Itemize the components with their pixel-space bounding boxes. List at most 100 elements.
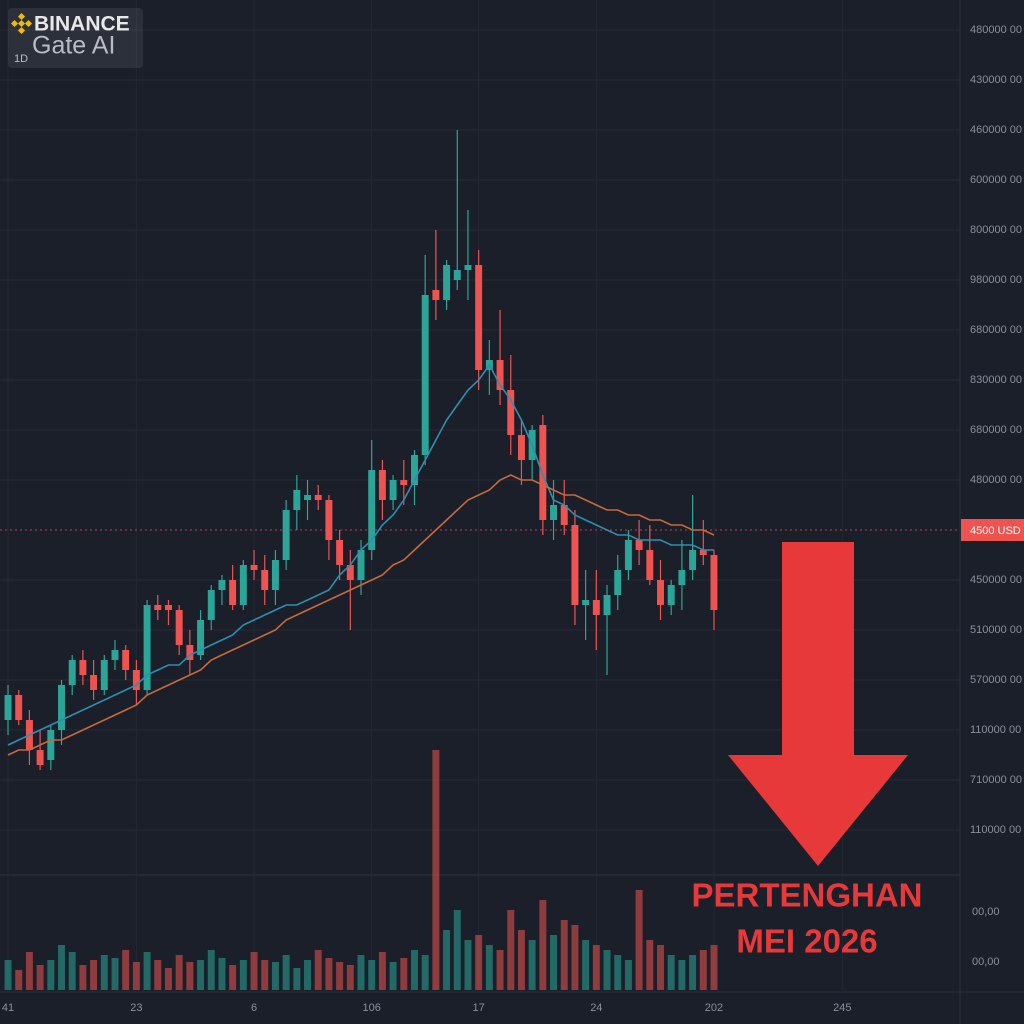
candle-body	[143, 605, 151, 690]
volume-bar	[186, 962, 194, 990]
volume-bar	[560, 920, 568, 990]
candle-body	[539, 425, 547, 520]
candle-body	[603, 595, 611, 615]
volume-bar	[667, 955, 675, 990]
volume-bar	[592, 945, 600, 990]
candle-body	[186, 645, 194, 660]
candle-body	[293, 490, 301, 510]
volume-bar	[624, 960, 632, 990]
volume-bar	[271, 962, 279, 990]
y-tick-label: 110000 00	[970, 724, 1021, 736]
annotation-text: MEI 2026	[736, 923, 877, 960]
candle-body	[453, 270, 461, 280]
candle-body	[657, 580, 664, 605]
x-tick-label: 24	[590, 1002, 602, 1014]
volume-bar	[443, 930, 451, 990]
logo: BINANCE Gate AI 1D	[8, 8, 143, 68]
volume-bar	[218, 958, 226, 990]
candle-body	[239, 565, 247, 605]
candle-body	[154, 605, 162, 610]
candle-body	[667, 585, 675, 605]
volume-bar	[378, 952, 386, 990]
volume-bar	[282, 955, 290, 990]
volume-bar	[90, 960, 98, 990]
volume-bar	[346, 965, 354, 990]
candle-body	[336, 540, 344, 565]
candle-body	[378, 470, 386, 500]
volume-bar	[496, 950, 504, 990]
y-tick-label: 600000 00	[970, 174, 1022, 186]
volume-bar	[657, 945, 664, 990]
volume-bar	[699, 950, 707, 990]
candle-body	[229, 580, 237, 605]
candle-body	[517, 435, 525, 460]
candle-body	[592, 600, 600, 615]
volume-bar	[132, 962, 140, 990]
candle-body	[271, 560, 279, 590]
interval: 1D	[14, 53, 28, 65]
volume-bar	[314, 950, 322, 990]
candle-body	[132, 670, 140, 690]
x-tick-label: 202	[705, 1002, 723, 1014]
volume-bar	[293, 968, 301, 990]
volume-bar	[603, 950, 611, 990]
price-marker-box	[961, 519, 1024, 541]
y-tick-label: 460000 00	[970, 124, 1022, 136]
candle-body	[250, 565, 258, 570]
x-tick-label: 41	[2, 1002, 14, 1014]
candle-body	[699, 550, 707, 555]
axes: 480000 00 430000 00 460000 00 600000 00 8000…	[0, 24, 1024, 1014]
volume-bar	[357, 955, 365, 990]
volume-bar	[400, 958, 408, 990]
volume-bar	[250, 952, 258, 990]
candle-body	[421, 295, 429, 455]
y-tick-label: 480000 00	[970, 24, 1022, 36]
volume-bar	[646, 940, 654, 990]
y2-tick-label: 00,00	[972, 906, 1000, 918]
candle-body	[432, 290, 440, 300]
candle-body	[4, 695, 12, 720]
candle-body	[197, 620, 205, 655]
candle-body	[507, 390, 515, 435]
y-tick-label: 110000 00	[970, 824, 1021, 836]
candle-body	[624, 540, 632, 570]
moving-averages	[7, 363, 715, 756]
volume-bar	[710, 945, 718, 990]
candle-body	[218, 580, 226, 590]
y-tick-label: 480000 00	[970, 474, 1022, 486]
y-tick-label: 680000 00	[970, 324, 1022, 336]
volume-bar	[15, 970, 23, 990]
volume-bar	[539, 900, 547, 990]
candle-body	[571, 525, 579, 605]
candle-body	[464, 265, 472, 270]
volume-bar	[122, 950, 130, 990]
volume-bar	[4, 960, 12, 990]
brand: BINANCE	[34, 13, 130, 36]
candle-body	[678, 570, 686, 585]
volume-bar	[464, 940, 472, 990]
moving-average-line	[7, 363, 714, 746]
y-tick-label: 430000 00	[970, 74, 1022, 86]
x-tick-label: 106	[363, 1002, 381, 1014]
candle-body	[261, 570, 269, 590]
candle-body	[443, 265, 451, 300]
volume-bar	[36, 965, 44, 990]
volume-bar	[143, 952, 151, 990]
candle-body	[475, 265, 483, 370]
candle-body	[164, 605, 172, 610]
y-tick-label: 570000 00	[970, 674, 1022, 686]
candle-body	[47, 730, 55, 760]
candle-body	[550, 505, 558, 520]
candle-body	[79, 660, 87, 675]
price-marker-label: 4500 USD	[970, 525, 1021, 537]
volume-bar	[79, 965, 87, 990]
volume-bar	[197, 960, 205, 990]
volume-bar	[528, 940, 536, 990]
candle-body	[560, 505, 568, 525]
volume-bar	[571, 925, 579, 990]
logo-box	[8, 8, 143, 68]
candle-body	[689, 550, 697, 570]
volume-bar	[550, 935, 558, 990]
y-tick-label: 980000 00	[970, 274, 1022, 286]
